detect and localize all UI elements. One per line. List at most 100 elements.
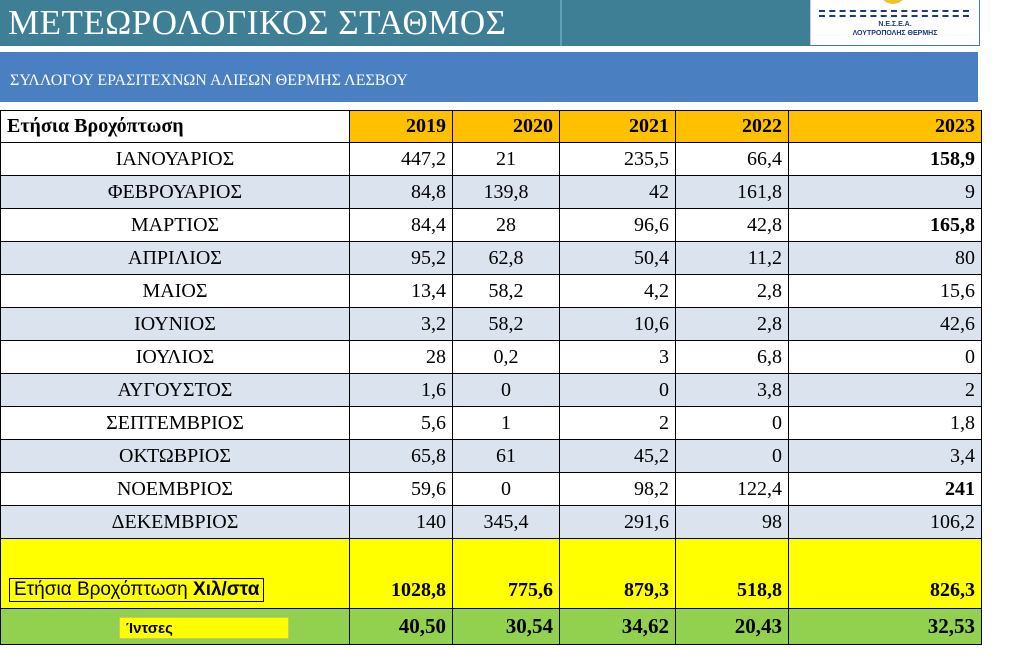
value-cell: 106,2	[788, 505, 982, 539]
table-row: ΑΥΓΟΥΣΤΟΣ 1,6 0 0 3,8 2	[0, 373, 982, 407]
inches-value: 40,50	[349, 608, 453, 645]
value-cell: 3,4	[788, 439, 982, 473]
inches-value: 34,62	[559, 608, 676, 645]
table-row: ΙΟΥΛΙΟΣ 28 0,2 3 6,8 0	[0, 340, 982, 374]
annual-total-value: 1028,8	[349, 538, 453, 609]
year-header: 2021	[559, 110, 676, 143]
month-cell: ΣΕΠΤΕΜΒΡΙΟΣ	[0, 406, 350, 440]
logo-sun-icon	[879, 0, 907, 4]
value-cell: 59,6	[349, 472, 453, 506]
value-cell: 58,2	[452, 307, 560, 341]
value-cell: 42,6	[788, 307, 982, 341]
inches-value: 32,53	[788, 608, 982, 645]
value-cell: 165,8	[788, 208, 982, 242]
value-cell: 42,8	[675, 208, 789, 242]
value-cell: 11,2	[675, 241, 789, 275]
value-cell: 158,9	[788, 142, 982, 176]
month-cell: ΙΟΥΛΙΟΣ	[0, 340, 350, 374]
month-cell: ΑΠΡΙΛΙΟΣ	[0, 241, 350, 275]
value-cell: 66,4	[675, 142, 789, 176]
annual-total-unit: Χιλ/στα	[193, 579, 260, 600]
value-cell: 6,8	[675, 340, 789, 374]
value-cell: 84,4	[349, 208, 453, 242]
page-title: ΜΕΤΕΩΡΟΛΟΓΙΚΟΣ ΣΤΑΘΜΟΣ	[8, 3, 507, 42]
value-cell: 139,8	[452, 175, 560, 209]
value-cell: 0	[452, 373, 560, 407]
value-cell: 61	[452, 439, 560, 473]
logo-waves-icon	[819, 10, 969, 17]
value-cell: 28	[452, 208, 560, 242]
annual-total-label: Ετήσια Βροχόπτωση Χιλ/στα	[0, 538, 350, 609]
value-cell: 0	[452, 472, 560, 506]
value-cell: 13,4	[349, 274, 453, 308]
table-row: ΣΕΠΤΕΜΒΡΙΟΣ 5,6 1 2 0 1,8	[0, 406, 982, 440]
table-row: ΟΚΤΩΒΡΙΟΣ 65,8 61 45,2 0 3,4	[0, 439, 982, 473]
value-cell: 98	[675, 505, 789, 539]
inches-value: 20,43	[675, 608, 789, 645]
value-cell: 3	[559, 340, 676, 374]
value-cell: 98,2	[559, 472, 676, 506]
value-cell: 28	[349, 340, 453, 374]
table-row: ΝΟΕΜΒΡΙΟΣ 59,6 0 98,2 122,4 241	[0, 472, 982, 506]
title-bar: ΜΕΤΕΩΡΟΛΟΓΙΚΟΣ ΣΤΑΘΜΟΣ Ν.Ε.Σ.Ε.Α. ΛΟΥΤΡΟ…	[0, 0, 980, 46]
value-cell: 42	[559, 175, 676, 209]
month-cell: ΜΑΙΟΣ	[0, 274, 350, 308]
value-cell: 140	[349, 505, 453, 539]
logo-waves-lower-icon	[819, 15, 969, 20]
inches-row: Ίντσες 40,50 30,54 34,62 20,43 32,53	[0, 608, 982, 645]
annual-total-label-box: Ετήσια Βροχόπτωση Χιλ/στα	[9, 578, 265, 602]
subtitle-bar: ΣΥΛΛΟΓΟΥ ΕΡΑΣΙΤΕΧΝΩΝ ΑΛΙΕΩΝ ΘΕΡΜΗΣ ΛΕΣΒΟ…	[0, 52, 978, 102]
value-cell: 96,6	[559, 208, 676, 242]
value-cell: 291,6	[559, 505, 676, 539]
month-cell: ΟΚΤΩΒΡΙΟΣ	[0, 439, 350, 473]
value-cell: 447,2	[349, 142, 453, 176]
value-cell: 84,8	[349, 175, 453, 209]
annual-total-value: 879,3	[559, 538, 676, 609]
value-cell: 80	[788, 241, 982, 275]
title-divider	[560, 0, 562, 46]
value-cell: 122,4	[675, 472, 789, 506]
value-cell: 161,8	[675, 175, 789, 209]
value-cell: 3,2	[349, 307, 453, 341]
value-cell: 0,2	[452, 340, 560, 374]
table-row: ΜΑΡΤΙΟΣ 84,4 28 96,6 42,8 165,8	[0, 208, 982, 242]
value-cell: 21	[452, 142, 560, 176]
year-header: 2023	[788, 110, 982, 143]
club-logo: Ν.Ε.Σ.Ε.Α. ΛΟΥΤΡΟΠΟΛΗΣ ΘΕΡΜΗΣ	[810, 0, 979, 45]
value-cell: 0	[675, 406, 789, 440]
table-row: ΙΟΥΝΙΟΣ 3,2 58,2 10,6 2,8 42,6	[0, 307, 982, 341]
month-cell: ΜΑΡΤΙΟΣ	[0, 208, 350, 242]
table-row: ΔΕΚΕΜΒΡΙΟΣ 140 345,4 291,6 98 106,2	[0, 505, 982, 539]
value-cell: 0	[559, 373, 676, 407]
value-cell: 1	[452, 406, 560, 440]
annual-total-value: 518,8	[675, 538, 789, 609]
value-cell: 4,2	[559, 274, 676, 308]
year-header: 2020	[452, 110, 560, 143]
month-cell: ΝΟΕΜΒΡΙΟΣ	[0, 472, 350, 506]
value-cell: 95,2	[349, 241, 453, 275]
annual-total-value: 775,6	[452, 538, 560, 609]
annual-total-row: Ετήσια Βροχόπτωση Χιλ/στα 1028,8 775,6 879,…	[0, 538, 982, 609]
value-cell: 5,6	[349, 406, 453, 440]
inches-label-cell: Ίντσες	[0, 608, 350, 645]
value-cell: 235,5	[559, 142, 676, 176]
value-cell: 50,4	[559, 241, 676, 275]
value-cell: 1,8	[788, 406, 982, 440]
table-row: ΦΕΒΡΟΥΑΡΙΟΣ 84,8 139,8 42 161,8 9	[0, 175, 982, 209]
annual-total-value: 826,3	[788, 538, 982, 609]
logo-text-line1: Ν.Ε.Σ.Ε.Α.	[878, 21, 912, 28]
rainfall-table: Ετήσια Βροχόπτωση 2019 2020 2021 2022 20…	[0, 110, 982, 645]
value-cell: 3,8	[675, 373, 789, 407]
value-cell: 10,6	[559, 307, 676, 341]
value-cell: 0	[675, 439, 789, 473]
table-row: ΑΠΡΙΛΙΟΣ 95,2 62,8 50,4 11,2 80	[0, 241, 982, 275]
logo-text-line2: ΛΟΥΤΡΟΠΟΛΗΣ ΘΕΡΜΗΣ	[852, 30, 938, 37]
year-header: 2019	[349, 110, 453, 143]
value-cell: 65,8	[349, 439, 453, 473]
month-cell: ΦΕΒΡΟΥΑΡΙΟΣ	[0, 175, 350, 209]
month-cell: ΔΕΚΕΜΒΡΙΟΣ	[0, 505, 350, 539]
month-cell: ΙΑΝΟΥΑΡΙΟΣ	[0, 142, 350, 176]
value-cell: 2	[559, 406, 676, 440]
value-cell: 2	[788, 373, 982, 407]
month-cell: ΑΥΓΟΥΣΤΟΣ	[0, 373, 350, 407]
